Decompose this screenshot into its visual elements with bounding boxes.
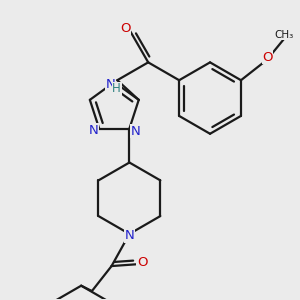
- Text: H: H: [112, 82, 121, 95]
- Text: O: O: [120, 22, 131, 35]
- Text: N: N: [105, 78, 115, 91]
- Text: N: N: [88, 124, 98, 137]
- Text: CH₃: CH₃: [274, 30, 293, 40]
- Text: O: O: [262, 51, 273, 64]
- Text: N: N: [124, 229, 134, 242]
- Text: N: N: [130, 125, 140, 138]
- Text: O: O: [137, 256, 148, 269]
